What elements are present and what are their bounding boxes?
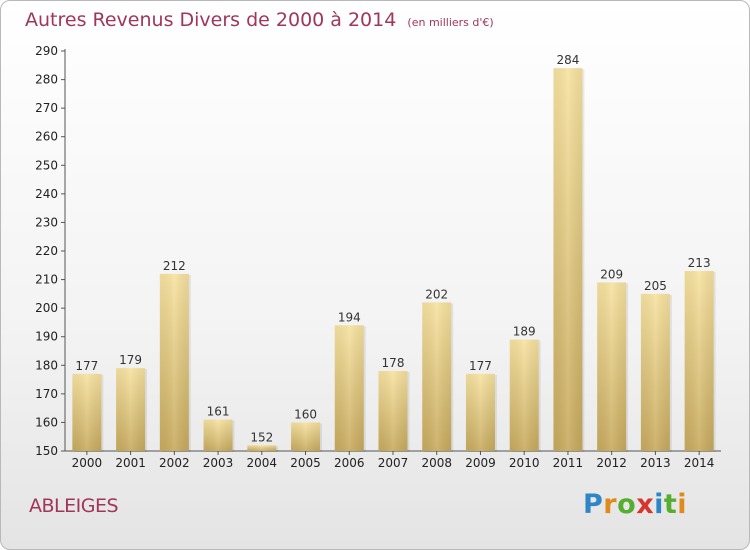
x-tick-label: 2012 xyxy=(596,456,627,470)
data-label: 179 xyxy=(119,353,142,367)
x-tick-label: 2013 xyxy=(640,456,671,470)
bar-shade xyxy=(640,293,670,451)
x-tick-label: 2001 xyxy=(115,456,146,470)
bar-shade xyxy=(116,368,146,451)
x-tick-label: 2006 xyxy=(334,456,365,470)
bar-shade xyxy=(509,339,539,451)
y-tick-label: 230 xyxy=(35,215,58,229)
bar-shade xyxy=(291,422,321,451)
y-tick-label: 270 xyxy=(35,101,58,115)
bar-shade xyxy=(334,325,364,451)
data-label: 194 xyxy=(338,310,361,324)
data-label: 213 xyxy=(688,256,711,270)
y-tick-label: 220 xyxy=(35,244,58,258)
y-tick-label: 260 xyxy=(35,130,58,144)
x-tick-label: 2008 xyxy=(421,456,452,470)
place-name: ABLEIGES xyxy=(29,495,119,517)
y-tick-label: 240 xyxy=(35,187,58,201)
data-label: 202 xyxy=(425,287,448,301)
bar-shade xyxy=(159,273,189,451)
x-tick-label: 2010 xyxy=(509,456,540,470)
data-label: 178 xyxy=(382,356,405,370)
y-tick-label: 170 xyxy=(35,387,58,401)
bar-shade xyxy=(203,419,233,451)
bar-shade xyxy=(72,373,102,451)
y-tick-label: 190 xyxy=(35,330,58,344)
x-tick-label: 2007 xyxy=(378,456,409,470)
data-label: 177 xyxy=(469,359,492,373)
bar-shade xyxy=(465,373,495,451)
data-label: 189 xyxy=(513,325,536,339)
x-tick-label: 2002 xyxy=(159,456,190,470)
data-label: 205 xyxy=(644,279,667,293)
y-tick-label: 200 xyxy=(35,301,58,315)
bar-shade xyxy=(553,68,583,452)
x-tick-label: 2000 xyxy=(72,456,103,470)
data-label: 160 xyxy=(294,407,317,421)
x-tick-label: 2009 xyxy=(465,456,496,470)
y-tick-label: 150 xyxy=(35,444,58,458)
x-tick-label: 2014 xyxy=(684,456,715,470)
bar-shade xyxy=(597,282,627,451)
chart-title: Autres Revenus Divers de 2000 à 2014 xyxy=(25,9,397,31)
bar-shade xyxy=(684,271,714,451)
chart-subtitle: (en milliers d'€) xyxy=(407,16,494,29)
proxiti-logo: Proxiti xyxy=(583,489,688,520)
chart-title-block: Autres Revenus Divers de 2000 à 2014 (en… xyxy=(25,9,494,31)
y-tick-label: 160 xyxy=(35,415,58,429)
y-tick-label: 290 xyxy=(35,44,58,58)
x-tick-label: 2011 xyxy=(553,456,584,470)
data-label: 152 xyxy=(250,430,273,444)
x-tick-label: 2004 xyxy=(247,456,278,470)
y-tick-label: 280 xyxy=(35,73,58,87)
bar-shade xyxy=(422,302,452,451)
data-label: 209 xyxy=(600,267,623,281)
y-tick-label: 180 xyxy=(35,358,58,372)
data-label: 177 xyxy=(75,359,98,373)
data-label: 161 xyxy=(207,405,230,419)
x-tick-label: 2003 xyxy=(203,456,234,470)
bar-shade xyxy=(378,371,408,451)
y-tick-label: 250 xyxy=(35,158,58,172)
data-label: 284 xyxy=(556,53,579,67)
bar-shade xyxy=(247,445,277,451)
data-label: 212 xyxy=(163,259,186,273)
x-tick-label: 2005 xyxy=(290,456,321,470)
y-tick-label: 210 xyxy=(35,273,58,287)
